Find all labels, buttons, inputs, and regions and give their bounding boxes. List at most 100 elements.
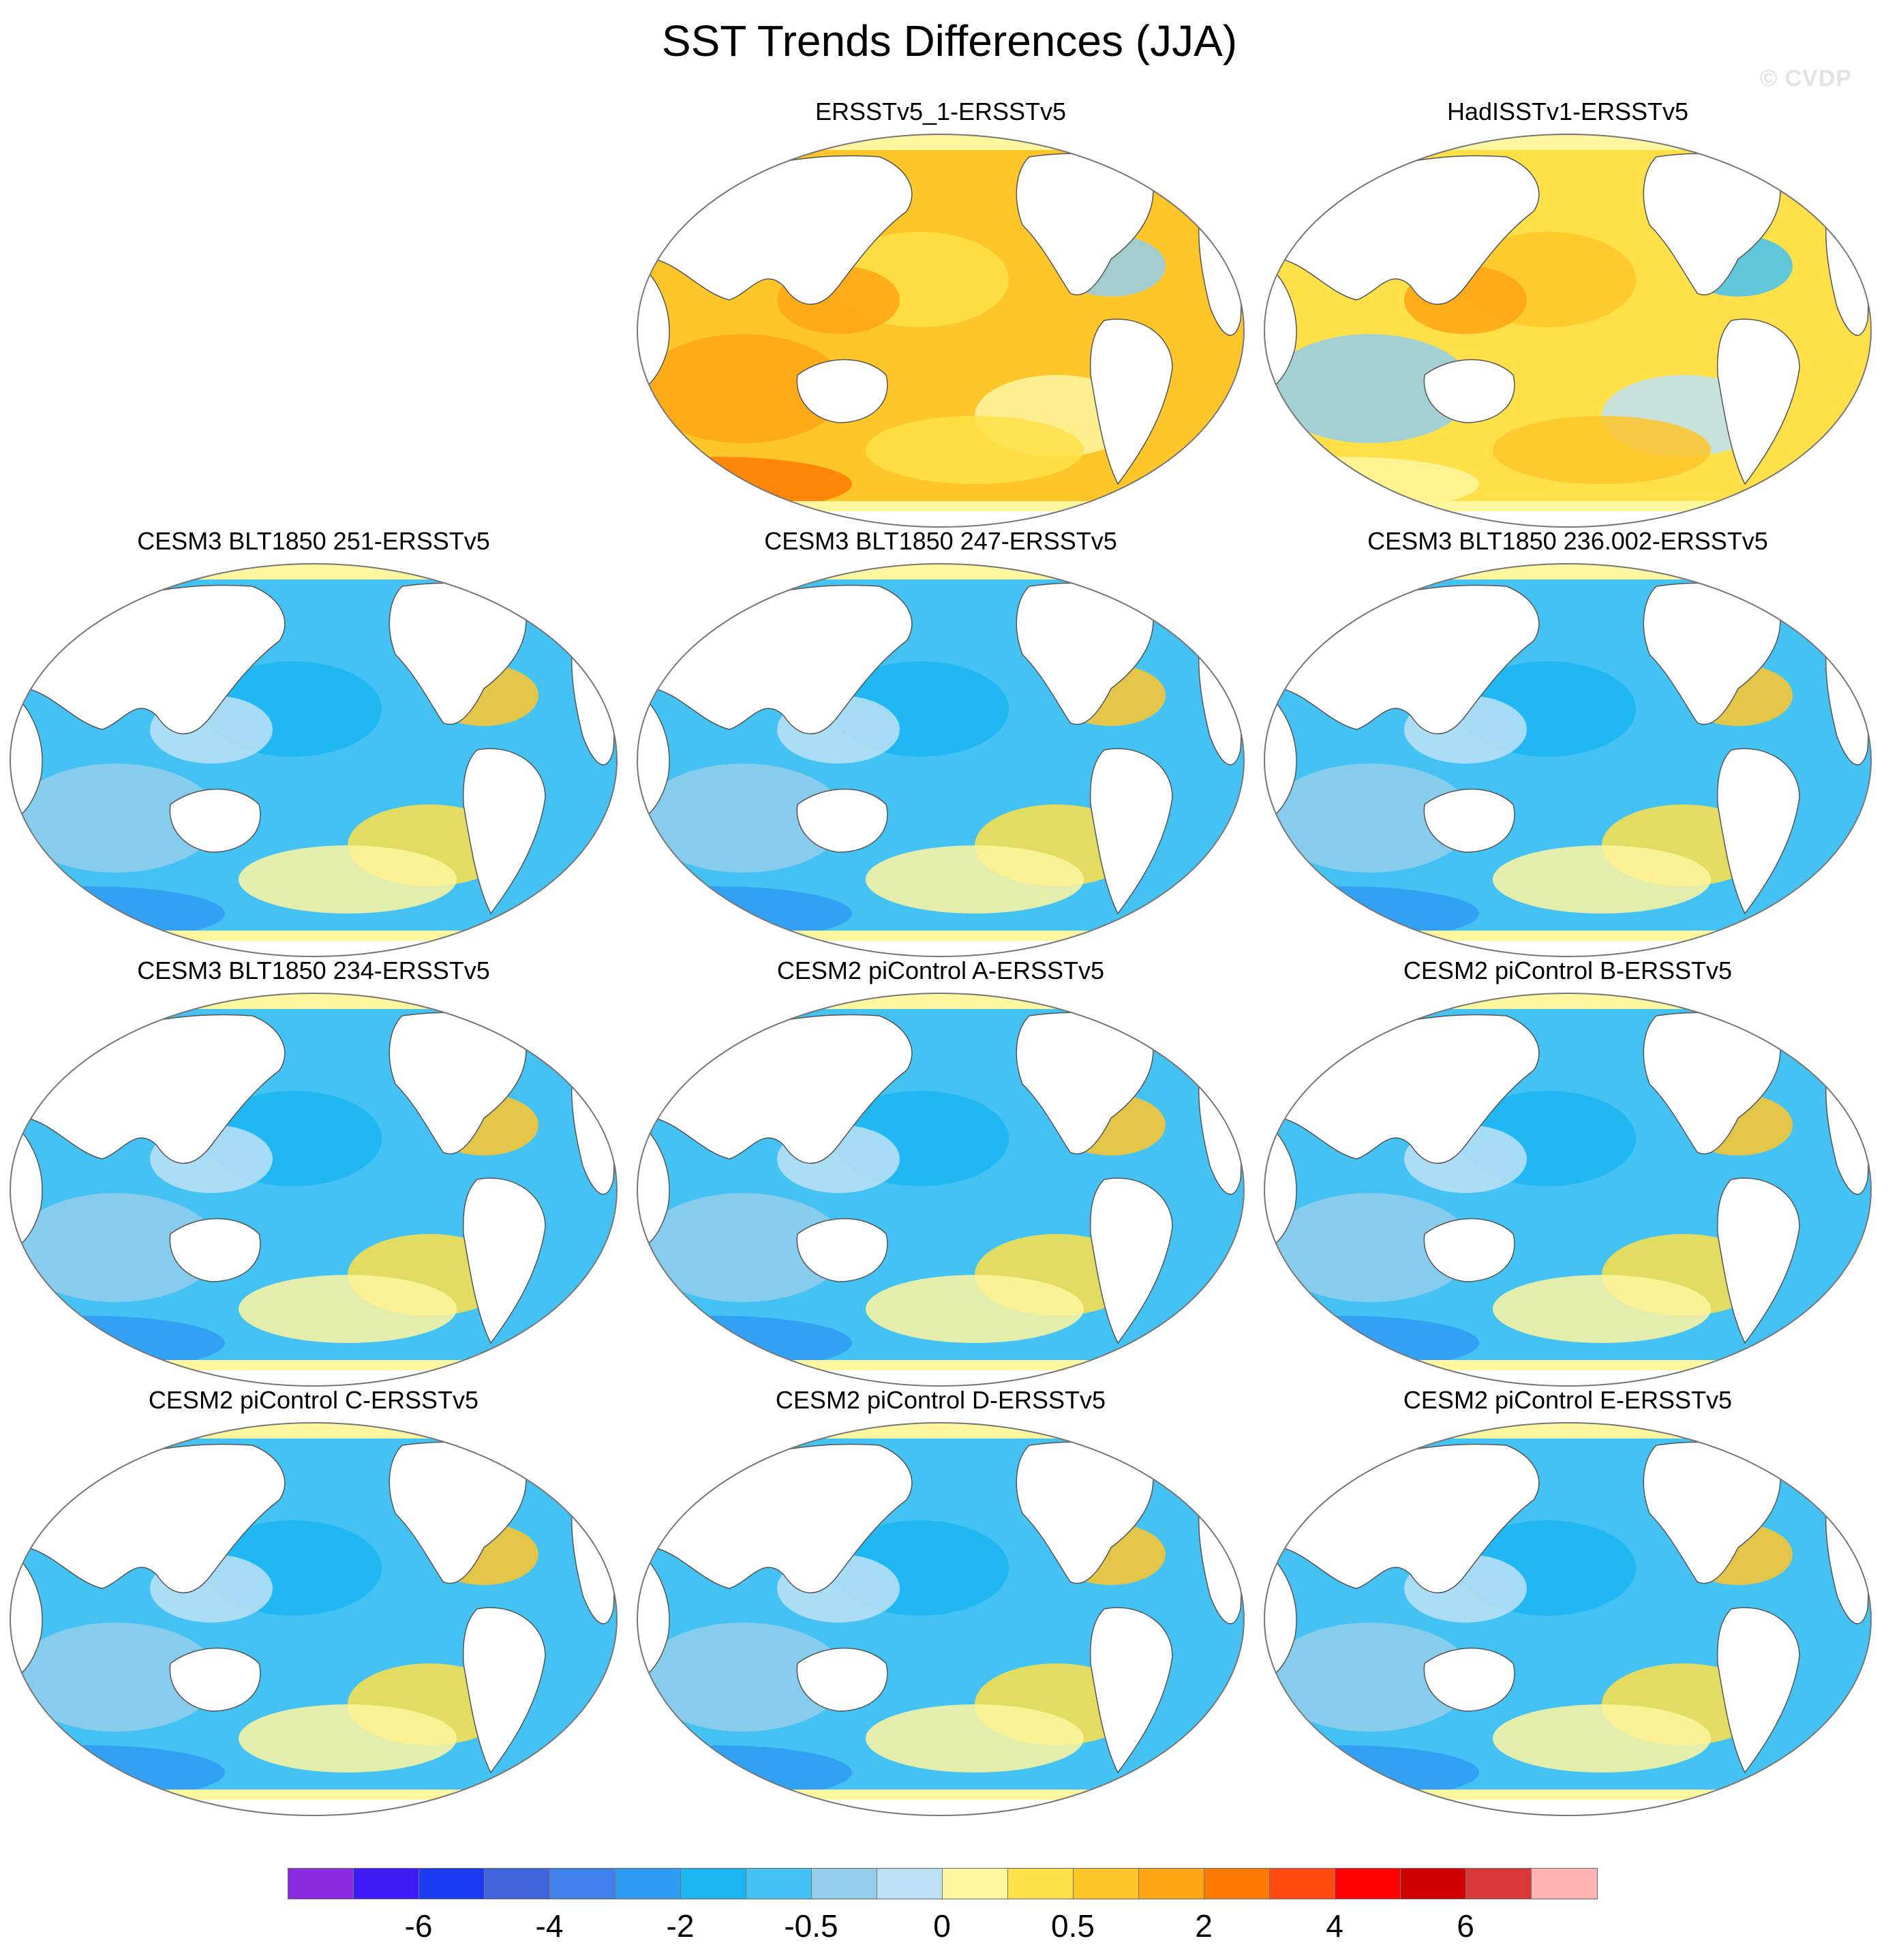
anomaly-region — [1493, 416, 1711, 484]
cvdp-watermark: © CVDP — [1760, 65, 1852, 91]
anomaly-region — [641, 1193, 845, 1302]
continent-outline — [796, 1218, 888, 1282]
sst-map-panel — [1264, 1422, 1872, 1816]
colorbar-swatch — [943, 1869, 1008, 1899]
anomaly-region — [14, 1623, 218, 1732]
arctic-band — [637, 993, 1244, 1009]
anomaly-region — [641, 334, 845, 443]
sst-map-panel — [10, 1422, 618, 1816]
anomaly-region — [14, 1193, 218, 1302]
continent-outline — [1716, 1607, 1800, 1774]
colorbar-swatch — [877, 1869, 943, 1899]
anomaly-region — [641, 1623, 845, 1732]
colorbar-swatch — [681, 1869, 746, 1899]
map-border — [637, 134, 1245, 528]
anomaly-region — [1493, 1275, 1711, 1343]
colorbar-cells — [288, 1868, 1598, 1899]
continent-outline — [1716, 748, 1800, 915]
colorbar-swatch — [1204, 1869, 1270, 1899]
continent-outline — [796, 788, 888, 853]
continent-outline — [169, 1218, 261, 1282]
colorbar-tick-label: -2 — [666, 1908, 695, 1944]
panel-title: CESM2 piControl A-ERSSTv5 — [776, 956, 1105, 984]
anomaly-region — [1493, 1704, 1711, 1773]
anomaly-region — [866, 1275, 1084, 1343]
continent-outline — [462, 1177, 546, 1344]
colorbar-tick-label: -0.5 — [784, 1908, 838, 1944]
colorbar-swatch — [288, 1869, 354, 1899]
panel-title: CESM2 piControl C-ERSSTv5 — [148, 1386, 479, 1414]
antarctica — [10, 1800, 617, 1815]
colorbar-tick-label: 4 — [1326, 1908, 1343, 1944]
sst-map-panel — [637, 993, 1245, 1387]
anomaly-region — [14, 764, 218, 873]
arctic-band — [10, 564, 617, 579]
continent-outline — [462, 1607, 546, 1774]
map-border — [1264, 993, 1872, 1387]
continent-outline — [796, 359, 888, 423]
anomaly-region — [1268, 764, 1472, 873]
map-border — [637, 563, 1245, 957]
antarctica — [637, 1800, 1244, 1815]
arctic-band — [1264, 1423, 1871, 1438]
panel-title: CESM3 BLT1850 247-ERSSTv5 — [764, 527, 1117, 555]
anomaly-region — [866, 1704, 1084, 1773]
colorbar-swatch — [812, 1869, 877, 1899]
sst-map-panel — [637, 563, 1245, 957]
antarctica — [1264, 1800, 1871, 1815]
colorbar-tick-label: -6 — [404, 1908, 433, 1944]
colorbar-swatch — [1008, 1869, 1074, 1899]
map-border — [1264, 1422, 1872, 1816]
arctic-band — [637, 564, 1244, 579]
map-border — [10, 993, 618, 1387]
anomaly-region — [641, 764, 845, 873]
panel-title: CESM3 BLT1850 251-ERSSTv5 — [137, 527, 490, 555]
colorbar: -6 -4 -2 -0.5 0 0.5 2 4 6 — [288, 1868, 1598, 1944]
colorbar-swatch — [616, 1869, 681, 1899]
panel-title: CESM2 piControl E-ERSSTv5 — [1403, 1386, 1733, 1414]
continent-outline — [1423, 1218, 1515, 1282]
continent-outline — [1089, 748, 1173, 915]
colorbar-swatch — [746, 1869, 812, 1899]
continent-outline — [1423, 359, 1515, 423]
arctic-band — [1264, 564, 1871, 579]
map-border — [637, 1422, 1245, 1816]
map-border — [637, 993, 1245, 1387]
sst-map-panel — [10, 993, 618, 1387]
continent-outline — [169, 1647, 261, 1712]
panel-title: HadISSTv1-ERSSTv5 — [1446, 97, 1689, 125]
colorbar-swatch — [1401, 1869, 1466, 1899]
sst-map-panel — [1264, 134, 1872, 528]
map-border — [1264, 134, 1872, 528]
colorbar-tick-label: 0 — [933, 1908, 951, 1944]
sst-map-panel — [1264, 563, 1872, 957]
anomaly-region — [1268, 334, 1472, 443]
anomaly-region — [239, 1275, 457, 1343]
arctic-band — [637, 1423, 1244, 1438]
colorbar-swatch — [1466, 1869, 1532, 1899]
sst-map-panel — [10, 563, 618, 957]
colorbar-swatch — [550, 1869, 616, 1899]
colorbar-tick-label: 6 — [1457, 1908, 1474, 1944]
panel-title: CESM2 piControl B-ERSSTv5 — [1403, 956, 1733, 984]
anomaly-region — [1268, 1193, 1472, 1302]
anomaly-region — [1268, 1623, 1472, 1732]
map-border — [1264, 563, 1872, 957]
colorbar-swatch — [354, 1869, 419, 1899]
continent-outline — [462, 748, 546, 915]
continent-outline — [1423, 788, 1515, 853]
continent-outline — [1716, 1177, 1800, 1344]
colorbar-swatch — [1532, 1869, 1597, 1899]
continent-outline — [1423, 1647, 1515, 1712]
colorbar-tick-label: 2 — [1195, 1908, 1213, 1944]
continent-outline — [1089, 318, 1173, 485]
colorbar-swatch — [419, 1869, 485, 1899]
colorbar-tick-label: -4 — [535, 1908, 564, 1944]
continent-outline — [1089, 1607, 1173, 1774]
anomaly-region — [239, 1704, 457, 1773]
colorbar-swatch — [485, 1869, 550, 1899]
panel-title: CESM2 piControl D-ERSSTv5 — [775, 1386, 1106, 1414]
continent-outline — [1089, 1177, 1173, 1344]
anomaly-region — [866, 845, 1084, 914]
colorbar-swatch — [1074, 1869, 1139, 1899]
